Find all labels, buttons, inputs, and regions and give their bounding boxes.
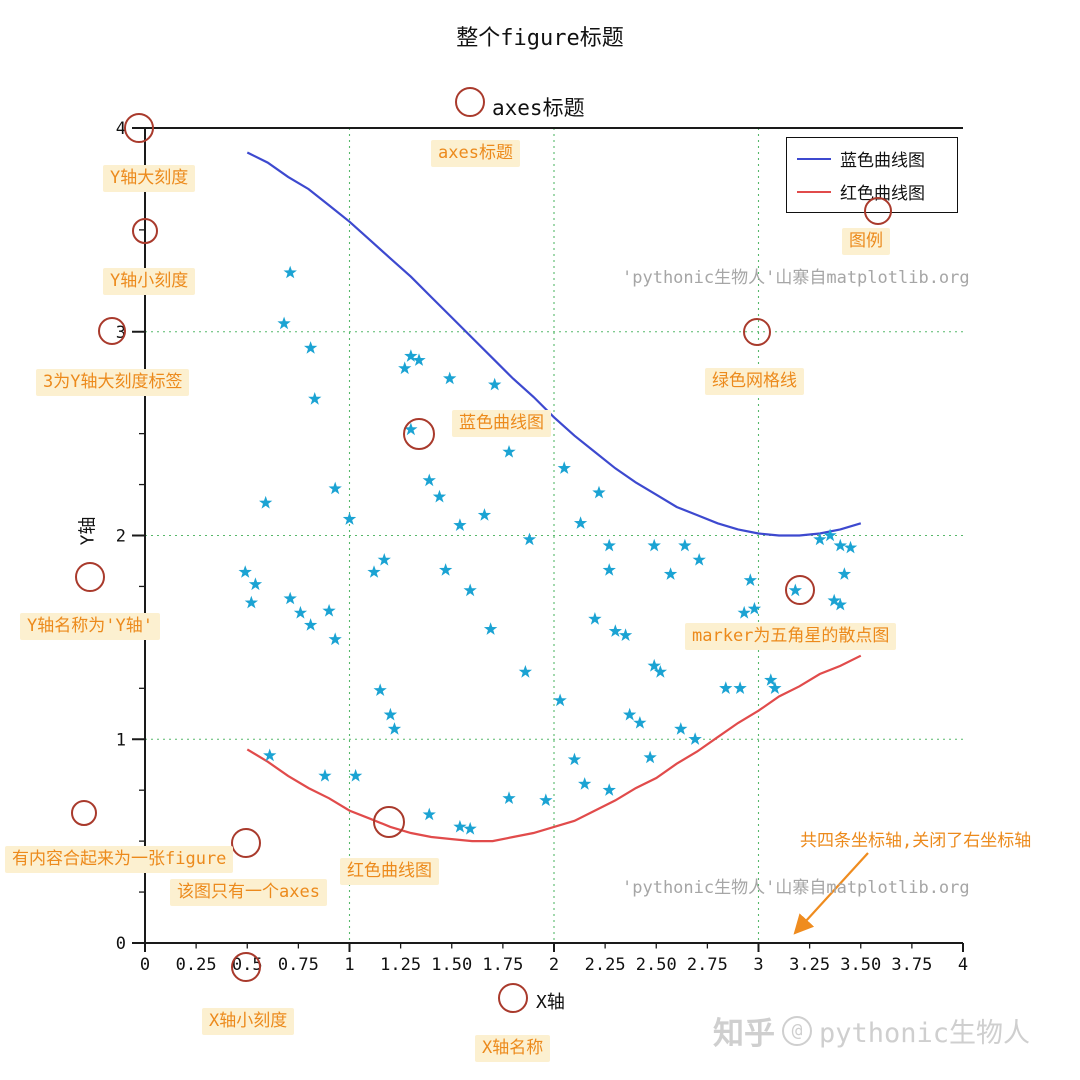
svg-text:2: 2 — [549, 955, 559, 975]
x-axis-label: X轴 — [536, 992, 565, 1013]
legend-swatch — [797, 157, 831, 160]
svg-text:1.50: 1.50 — [431, 955, 472, 975]
annotation-label-blue-curve: 蓝色曲线图 — [452, 410, 551, 437]
annotation-circle-y-minor-tick — [132, 218, 158, 244]
annotation-label-scatter-marker: marker为五角星的散点图 — [685, 623, 897, 650]
scatter-stars — [238, 265, 858, 835]
annotation-circle-y-tick-label — [98, 317, 126, 345]
blue-curve-line — [246, 151, 862, 537]
svg-text:4: 4 — [116, 119, 126, 139]
annotation-label-spines-note: 共四条坐标轴,关闭了右坐标轴 — [800, 831, 1032, 851]
svg-text:3: 3 — [753, 955, 763, 975]
legend-label-red: 红色曲线图 — [840, 184, 925, 204]
y-axis-label: Y轴 — [77, 516, 99, 546]
annotation-label-x-axis-name: X轴名称 — [475, 1035, 551, 1062]
svg-text:1: 1 — [344, 955, 354, 975]
legend-item-red: 红色曲线图 — [797, 179, 947, 204]
svg-text:0: 0 — [116, 934, 126, 954]
annotation-label-y-major-tick: Y轴大刻度 — [103, 165, 196, 192]
zhihu-at: @ — [791, 1020, 803, 1041]
annotation-label-y-minor-tick: Y轴小刻度 — [103, 268, 196, 295]
red-curve-line — [246, 654, 862, 843]
annotation-label-red-curve: 红色曲线图 — [340, 858, 439, 885]
annotation-circle-red-curve — [373, 806, 405, 838]
svg-text:1: 1 — [116, 730, 126, 750]
annotation-label-axes-note: 该图只有一个axes — [170, 879, 327, 906]
annotation-circle-y-major-tick — [124, 113, 154, 143]
annotation-circle-x-axis-name — [498, 983, 528, 1013]
svg-text:2.75: 2.75 — [687, 955, 728, 975]
annotation-circle-axes-note — [231, 828, 261, 858]
legend-item-blue: 蓝色曲线图 — [797, 146, 947, 171]
annotation-circle-y-axis-name — [75, 562, 105, 592]
watermark-top: 'pythonic生物人'山寨自matplotlib.org — [622, 268, 970, 288]
annotation-circle-x-minor-tick — [231, 952, 261, 982]
annotation-label-axes-title: axes标题 — [431, 140, 520, 167]
zhihu-logo-icon: @ — [782, 1015, 812, 1046]
svg-text:3.25: 3.25 — [789, 955, 830, 975]
zhihu-brand: 知乎 — [713, 1016, 775, 1052]
annotation-circle-figure-note — [71, 800, 97, 826]
svg-text:0: 0 — [140, 955, 150, 975]
annotation-label-x-minor-tick: X轴小刻度 — [202, 1008, 295, 1035]
annotation-circle-scatter-marker — [785, 575, 815, 605]
annotation-label-legend: 图例 — [842, 228, 890, 255]
svg-text:4: 4 — [958, 955, 968, 975]
zhihu-user: pythonic生物人 — [819, 1018, 1031, 1049]
svg-text:1.75: 1.75 — [482, 955, 523, 975]
svg-text:0.75: 0.75 — [278, 955, 319, 975]
svg-text:3.75: 3.75 — [891, 955, 932, 975]
annotation-circle-axes-title — [455, 87, 485, 117]
svg-text:1.25: 1.25 — [380, 955, 421, 975]
annotation-circle-green-grid — [743, 318, 771, 346]
svg-text:2: 2 — [116, 527, 126, 547]
annotation-label-figure-note: 有内容合起来为一张figure — [5, 846, 234, 873]
legend-swatch — [797, 190, 831, 193]
legend-label-blue: 蓝色曲线图 — [840, 151, 925, 171]
svg-text:2.25: 2.25 — [585, 955, 626, 975]
annotation-label-green-grid: 绿色网格线 — [705, 368, 804, 395]
annotation-circle-legend — [864, 197, 892, 225]
svg-text:3.50: 3.50 — [840, 955, 881, 975]
svg-text:0.25: 0.25 — [176, 955, 217, 975]
spines-annotation-arrow — [793, 852, 869, 935]
annotation-label-y-axis-name: Y轴名称为'Y轴' — [20, 613, 160, 640]
figure-title: 整个figure标题 — [456, 26, 624, 51]
axes-title: axes标题 — [492, 96, 585, 120]
watermark-bottom: 'pythonic生物人'山寨自matplotlib.org — [622, 878, 970, 898]
annotation-label-y-tick-label: 3为Y轴大刻度标签 — [36, 369, 190, 396]
zhihu-watermark: 知乎 @ pythonic生物人 — [713, 1008, 1030, 1053]
annotation-circle-blue-curve — [403, 418, 435, 450]
svg-text:2.50: 2.50 — [636, 955, 677, 975]
